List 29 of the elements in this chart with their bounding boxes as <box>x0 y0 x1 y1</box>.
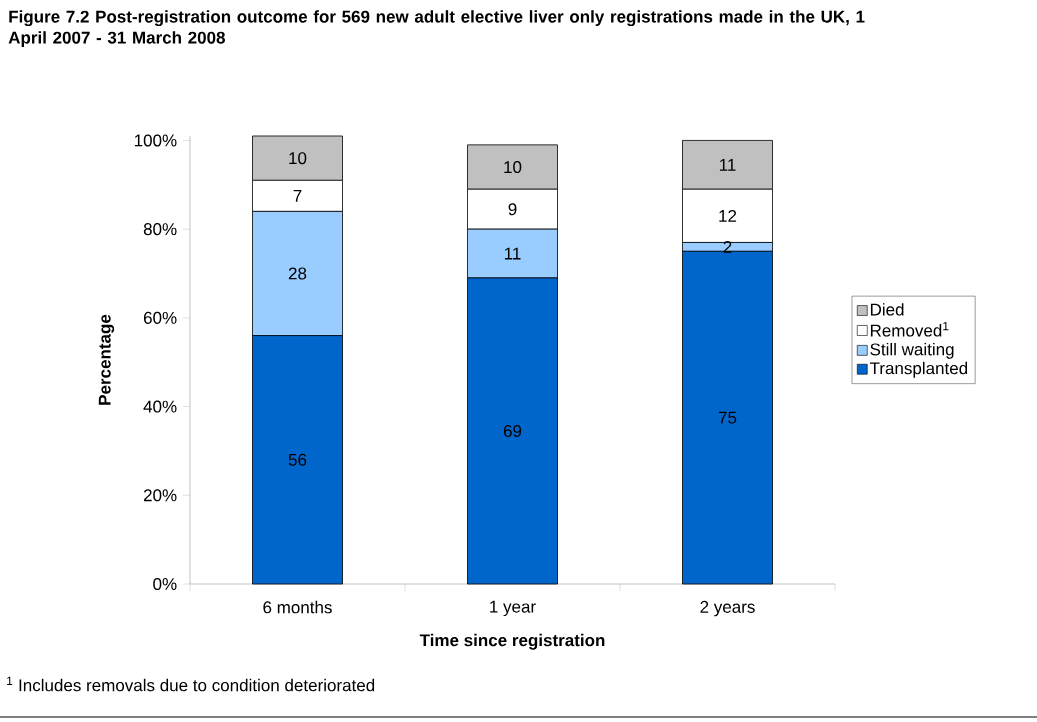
data-label: 11 <box>504 247 521 260</box>
y-tick-label: 0% <box>153 577 177 591</box>
legend-label: Still waiting <box>870 342 954 359</box>
legend-label: Removed$^{1}$ <box>870 321 949 337</box>
y-axis-title: Percentage <box>98 314 115 405</box>
data-label: 69 <box>503 424 522 437</box>
data-label: 2 <box>723 240 732 253</box>
data-label: 9 <box>508 203 517 216</box>
data-label: 10 <box>504 161 522 174</box>
legend-label: Died <box>870 303 904 316</box>
x-axis-title: Time since registration <box>419 633 605 650</box>
data-label: 28 <box>288 267 307 280</box>
x-tick-label: 2 years <box>700 600 755 617</box>
text: $^{1}$ Includes removals due to condition deteriorated <box>7 676 375 692</box>
data-label: 11 <box>719 158 736 171</box>
y-tick-label: 60% <box>143 311 177 324</box>
legend-label: Transplanted <box>869 361 968 378</box>
data-label: 12 <box>719 209 737 222</box>
data-label: 56 <box>288 453 307 466</box>
x-tick-label: 1 year <box>490 600 536 617</box>
y-tick-label: 80% <box>143 223 177 236</box>
data-label: 7 <box>293 190 302 202</box>
data-label: 10 <box>289 152 307 165</box>
y-tick-label: 40% <box>143 400 177 413</box>
y-tick-label: 20% <box>143 489 177 502</box>
chart-title: Figure 7.2 Post-registration outcome for 569 new adult elective liver only registrations made in the UK, 1 April 2007 - 31 March 2008 <box>8 10 865 48</box>
x-tick-label: 6 months <box>263 600 332 614</box>
y-tick-label: 100% <box>134 134 177 147</box>
data-label: 75 <box>718 411 737 424</box>
